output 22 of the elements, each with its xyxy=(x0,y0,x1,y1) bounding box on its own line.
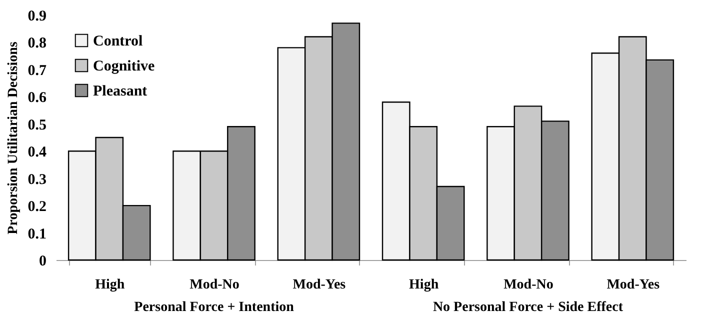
y-tick-label: 0 xyxy=(39,254,46,270)
y-tick-label: 0.6 xyxy=(28,90,47,106)
x-tick-label: High xyxy=(409,278,439,292)
y-tick-label: 0.8 xyxy=(28,36,46,52)
y-axis-title: Proporsion Utilitarian Decisions xyxy=(6,41,21,234)
legend-label: Pleasant xyxy=(93,84,148,100)
x-tick-label: Mod-Yes xyxy=(606,278,660,292)
legend-label: Control xyxy=(93,34,143,50)
text: Personal Force + Intention xyxy=(134,300,294,315)
y-tick-label: 0.3 xyxy=(28,172,46,188)
y-tick-label: 0.5 xyxy=(28,117,46,134)
x-tick-label: Mod-Yes xyxy=(292,278,346,292)
y-tick-label: 0.4 xyxy=(28,144,47,161)
x-tick-label: High xyxy=(95,278,125,292)
y-tick-label: 0.7 xyxy=(28,62,47,79)
y-tick-label: 0.2 xyxy=(28,199,46,216)
x-tick-label: Mod-No xyxy=(190,278,240,292)
text: No Personal Force + Side Effect xyxy=(432,300,624,315)
legend-label: Cognitive xyxy=(93,58,156,74)
y-tick-label: 0.9 xyxy=(28,8,46,24)
x-tick-label: Mod-No xyxy=(504,278,554,292)
y-tick-label: 0.1 xyxy=(28,226,46,242)
